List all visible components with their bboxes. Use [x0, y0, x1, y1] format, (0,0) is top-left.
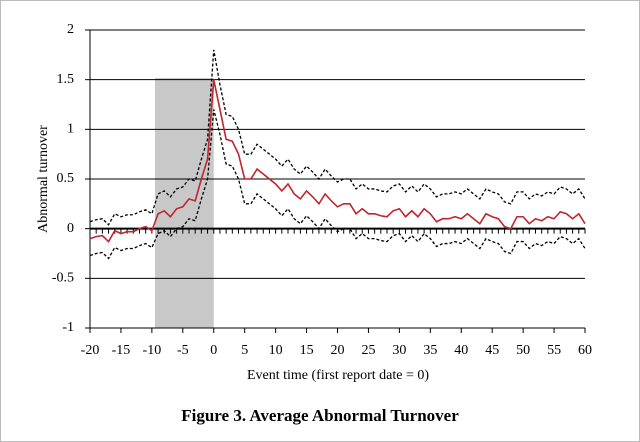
y-tick-label: 1.5 — [57, 72, 75, 87]
y-tick-label: -1 — [62, 320, 74, 335]
caption: Figure 3. Average Abnormal Turnover — [181, 406, 459, 425]
y-tick-label: 0.5 — [57, 171, 75, 186]
band-line — [89, 49, 586, 226]
x-tick-label: 45 — [485, 343, 499, 358]
x-tick-label: -10 — [143, 343, 162, 358]
x-tick-label: -5 — [177, 343, 189, 358]
x-tick-label: 0 — [210, 343, 217, 358]
x-tick-label: 50 — [516, 343, 530, 358]
y-axis-label: Abnormal turnover — [36, 125, 51, 233]
y-tick-label: 0 — [67, 221, 74, 236]
x-tick-label: -20 — [81, 343, 100, 358]
x-tick-label: 60 — [578, 343, 592, 358]
x-axis-label: Event time (first report date = 0) — [247, 368, 429, 383]
x-tick-label: 5 — [241, 343, 248, 358]
x-tick-label: 10 — [269, 343, 283, 358]
y-tick-label: -0.5 — [52, 271, 74, 286]
band-line — [89, 109, 586, 260]
y-tick-label: 1 — [67, 122, 74, 137]
x-tick-label: -15 — [112, 343, 131, 358]
x-tick-label: 30 — [392, 343, 406, 358]
mean-line — [89, 79, 586, 243]
x-tick-label: 20 — [331, 343, 345, 358]
x-tick-label: 25 — [361, 343, 375, 358]
x-tick-label: 35 — [423, 343, 437, 358]
x-tick-label: 55 — [547, 343, 561, 358]
x-tick-label: 15 — [300, 343, 314, 358]
shaded-region — [154, 78, 214, 328]
y-tick-label: 2 — [67, 22, 74, 37]
x-tick-label: 40 — [454, 343, 468, 358]
